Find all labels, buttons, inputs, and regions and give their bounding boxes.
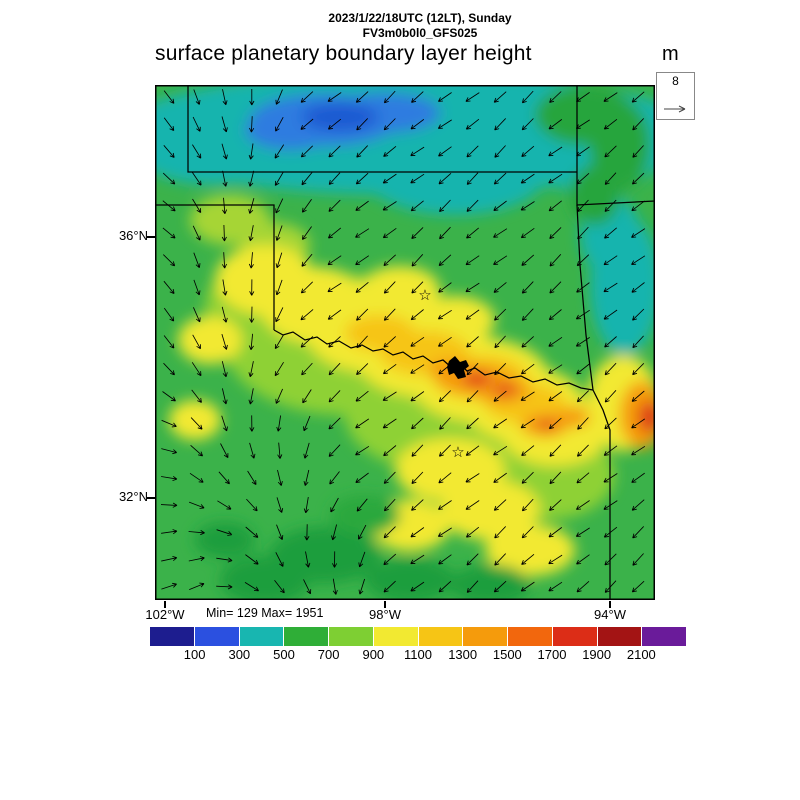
minmax-label: Min= 129 Max= 1951 — [206, 606, 324, 620]
lon-tick-label: 98°W — [369, 607, 401, 622]
colorbar-tick-label: 700 — [317, 647, 340, 662]
lon-tick-label: 94°W — [594, 607, 626, 622]
header-model-run: FV3m0b0l0_GFS025 — [362, 26, 478, 40]
lat-tick-label: 36°N — [118, 228, 148, 243]
chart-title: surface planetary boundary layer height — [155, 42, 532, 65]
colorbar-tick-label: 1500 — [492, 647, 522, 662]
star-marker: ☆ — [451, 444, 464, 461]
lat-tick-label: 32°N — [118, 489, 148, 504]
river-meander-knot — [447, 356, 469, 379]
state-borders — [155, 85, 655, 600]
colorbar-tick-label: 900 — [362, 647, 385, 662]
city-markers: ☆☆ — [418, 287, 464, 461]
colorbar-tick-label: 2100 — [626, 647, 656, 662]
colorbar-segment — [284, 627, 328, 646]
colorbar-segments — [150, 627, 686, 646]
header: 2023/1/22/18UTC (12LT), Sunday FV3m0b0l0… — [40, 11, 800, 41]
colorbar-segment — [597, 627, 642, 646]
lat-tick-mark — [147, 236, 155, 238]
colorbar-segment — [463, 627, 507, 646]
pbl-map: ☆☆ — [155, 85, 655, 600]
lon-tick-mark — [609, 601, 611, 608]
colorbar-tick-label: 1900 — [582, 647, 612, 662]
map-canvas: ☆ ☆ — [155, 85, 655, 600]
map-frame — [155, 85, 655, 600]
colorbar-segment — [150, 627, 194, 646]
colorbar-segment — [373, 627, 418, 646]
colorbar-tick-label: 300 — [228, 647, 251, 662]
reference-vector-value: 8 — [672, 74, 679, 88]
colorbar-segment — [508, 627, 552, 646]
colorbar-tick-label: 500 — [273, 647, 295, 662]
units-label: m — [662, 43, 679, 65]
colorbar-segment — [418, 627, 463, 646]
colorbar-segment — [642, 627, 686, 646]
lon-tick-mark — [164, 601, 166, 608]
reference-vector-box: 8 — [656, 72, 695, 120]
pbl-field-blobs — [155, 85, 655, 600]
lon-tick-mark — [384, 601, 386, 608]
colorbar-labels: 100 300 500 700 900 1100 1300 1500 1700 1900 2100 — [150, 647, 686, 663]
colorbar-segment — [552, 627, 597, 646]
lon-tick-label: 102°W — [145, 607, 185, 622]
colorbar-tick-label: 100 — [183, 647, 206, 662]
colorbar-tick-label: 1100 — [404, 647, 432, 662]
colorbar-segment — [329, 627, 373, 646]
colorbar-tick-label: 1700 — [537, 647, 567, 662]
colorbar-segment — [194, 627, 239, 646]
colorbar-segment — [239, 627, 284, 646]
lat-tick-mark — [147, 497, 155, 499]
header-datetime: 2023/1/22/18UTC (12LT), Sunday — [328, 11, 512, 25]
reference-arrow-icon — [664, 105, 686, 113]
star-marker: ☆ — [418, 287, 431, 304]
colorbar-tick-label: 1300 — [448, 647, 478, 662]
